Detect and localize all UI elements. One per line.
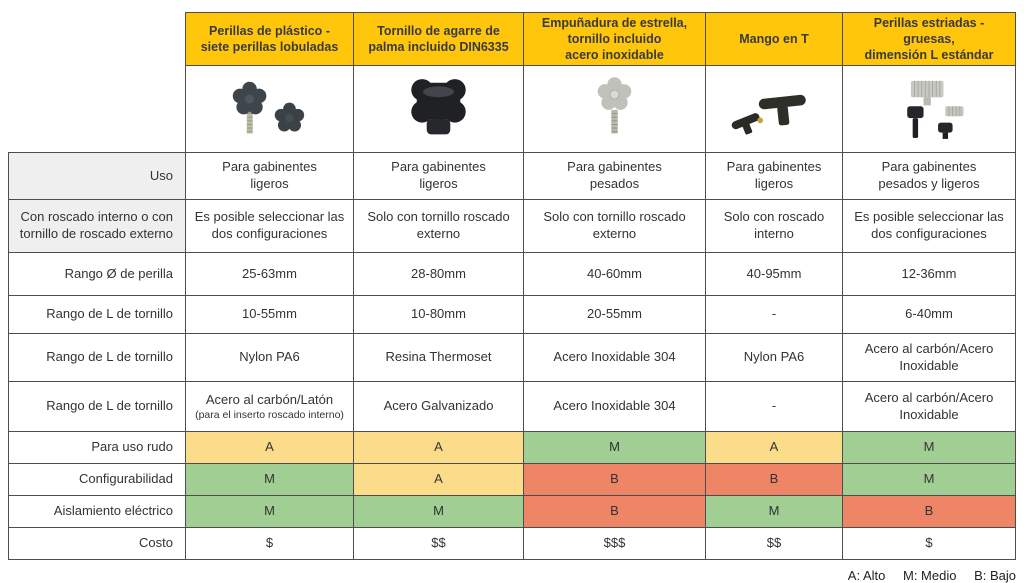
row-label-uso-rudo: Para uso rudo — [8, 431, 185, 463]
rating-cell: A — [705, 431, 842, 463]
table-cell: 10-80mm — [353, 295, 523, 333]
table-cell: 12-36mm — [842, 252, 1016, 295]
table-cell: Acero al carbón/Latón (para el inserto r… — [185, 381, 353, 431]
table-cell: Solo con tornillo roscado externo — [353, 199, 523, 252]
column-header-t-handle: Mango en T — [705, 12, 842, 65]
rating-cell: M — [185, 495, 353, 527]
product-image-cell — [523, 65, 705, 152]
table-cell: $$ — [353, 527, 523, 560]
row-label-uso: Uso — [8, 152, 185, 199]
row-label-rango-l-2: Rango de L de tornillo — [8, 333, 185, 381]
rating-cell: A — [353, 431, 523, 463]
table-cell: Acero al carbón/Acero Inoxidable — [842, 381, 1016, 431]
corner-blank — [8, 12, 185, 65]
product-image-cell — [353, 65, 523, 152]
t-handle-image — [731, 94, 806, 135]
table-cell: 25-63mm — [185, 252, 353, 295]
table-cell: Acero Galvanizado — [353, 381, 523, 431]
table-cell: 40-60mm — [523, 252, 705, 295]
table-cell: Para gabinentes ligeros — [185, 152, 353, 199]
table-cell: $ — [842, 527, 1016, 560]
row-label-roscado: Con roscado interno o con tornillo de ro… — [8, 199, 185, 252]
table-cell: 28-80mm — [353, 252, 523, 295]
cell-note-text: (para el inserto roscado interno) — [195, 408, 344, 421]
product-image-cell — [705, 65, 842, 152]
column-header-star-knob-stainless: Empuñadura de estrella, tornillo incluid… — [523, 12, 705, 65]
table-cell: $ — [185, 527, 353, 560]
row-label-configurabilidad: Configurabilidad — [8, 463, 185, 495]
rating-cell: M — [705, 495, 842, 527]
legend-item-bajo: B: Bajo — [974, 568, 1016, 583]
table-cell: 6-40mm — [842, 295, 1016, 333]
product-image-cell — [842, 65, 1016, 152]
row-label-rango-l-3: Rango de L de tornillo — [8, 381, 185, 431]
knurled-knobs-image — [907, 80, 964, 139]
row-label-aislamiento: Aislamiento eléctrico — [8, 495, 185, 527]
table-cell: Es posible seleccionar las dos configura… — [185, 199, 353, 252]
image-row-blank — [8, 65, 185, 152]
column-header-palm-grip-knob: Tornillo de agarre de palma incluido DIN… — [353, 12, 523, 65]
product-image-cell — [185, 65, 353, 152]
table-cell: Resina Thermoset — [353, 333, 523, 381]
table-cell: $$$ — [523, 527, 705, 560]
rating-cell: M — [353, 495, 523, 527]
rating-legend: A: Alto M: Medio B: Bajo — [8, 568, 1016, 583]
row-label-rango-diametro: Rango Ø de perilla — [8, 252, 185, 295]
table-cell: Nylon PA6 — [185, 333, 353, 381]
table-cell: - — [705, 381, 842, 431]
table-cell: 20-55mm — [523, 295, 705, 333]
table-cell: 10-55mm — [185, 295, 353, 333]
cell-with-note: Acero al carbón/Latón (para el inserto r… — [195, 375, 344, 438]
table-cell: Para gabinentes pesados y ligeros — [842, 152, 1016, 199]
rating-cell: M — [842, 463, 1016, 495]
table-cell: $$ — [705, 527, 842, 560]
lobed-plastic-knobs-image — [232, 81, 305, 134]
rating-cell: B — [705, 463, 842, 495]
cell-main-text: Acero al carbón/Latón — [205, 392, 334, 408]
rating-cell: M — [523, 431, 705, 463]
legend-item-medio: M: Medio — [902, 568, 957, 583]
row-label-costo: Costo — [8, 527, 185, 560]
table-cell: Acero Inoxidable 304 — [523, 333, 705, 381]
row-label-rango-l-1: Rango de L de tornillo — [8, 295, 185, 333]
table-cell: Para gabinentes ligeros — [705, 152, 842, 199]
column-header-lobed-plastic-knobs: Perillas de plástico - siete perillas lo… — [185, 12, 353, 65]
legend-item-alto: A: Alto — [847, 568, 886, 583]
table-cell: Acero Inoxidable 304 — [523, 381, 705, 431]
rating-cell: A — [185, 431, 353, 463]
table-cell: 40-95mm — [705, 252, 842, 295]
table-cell: Para gabinentes pesados — [523, 152, 705, 199]
table-cell: - — [705, 295, 842, 333]
table-cell: Nylon PA6 — [705, 333, 842, 381]
rating-cell: B — [523, 463, 705, 495]
rating-cell: M — [185, 463, 353, 495]
table-cell: Para gabinentes ligeros — [353, 152, 523, 199]
rating-cell: B — [842, 495, 1016, 527]
star-knob-stainless-image — [597, 77, 632, 134]
table-cell: Acero al carbón/Acero Inoxidable — [842, 333, 1016, 381]
table-cell: Solo con tornillo roscado externo — [523, 199, 705, 252]
rating-cell: B — [523, 495, 705, 527]
rating-cell: A — [353, 463, 523, 495]
table-cell: Solo con roscado interno — [705, 199, 842, 252]
column-header-knurled-knobs: Perillas estriadas - gruesas, dimensión … — [842, 12, 1016, 65]
comparison-table: Perillas de plástico - siete perillas lo… — [8, 12, 1016, 560]
table-cell: Es posible seleccionar las dos configura… — [842, 199, 1016, 252]
rating-cell: M — [842, 431, 1016, 463]
palm-grip-knob-image — [411, 79, 466, 135]
